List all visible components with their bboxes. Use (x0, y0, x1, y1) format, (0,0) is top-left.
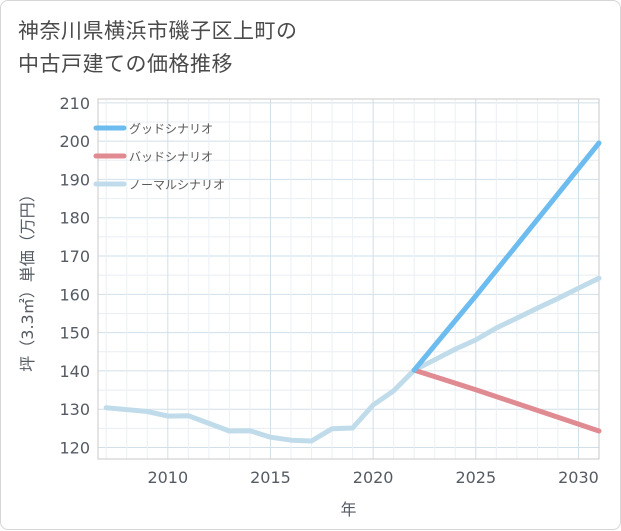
y-tick-label: 190 (59, 170, 90, 189)
chart-title: 神奈川県横浜市磯子区上町の 中古戸建ての価格推移 (18, 19, 298, 76)
x-tick-label: 2020 (353, 468, 394, 487)
x-tick-label: 2015 (250, 468, 291, 487)
y-tick-label: 130 (59, 400, 90, 419)
grid (98, 99, 600, 459)
y-tick-label: 120 (59, 439, 90, 458)
y-tick-label: 180 (59, 209, 90, 228)
x-tick-labels: 2010 2015 2020 2025 2030 (147, 468, 598, 487)
x-axis-label: 年 (340, 500, 356, 519)
good-scenario-line (411, 140, 602, 373)
y-tick-label: 170 (59, 247, 90, 266)
y-tick-label: 160 (59, 285, 90, 304)
y-tick-labels: 120 130 140 150 160 170 180 190 200 210 (59, 94, 90, 458)
y-tick-label: 210 (59, 94, 90, 113)
y-tick-label: 150 (59, 324, 90, 343)
normal-scenario-line (103, 275, 602, 444)
y-axis-label: 坪（3.3㎡）単価（万円） (18, 186, 37, 371)
series-group (103, 140, 602, 444)
bad-scenario-line (411, 367, 602, 434)
y-tick-label: 200 (59, 132, 90, 151)
x-tick-label: 2025 (455, 468, 496, 487)
y-tick-label: 140 (59, 362, 90, 381)
legend-bad-label: バッドシナリオ (129, 150, 213, 164)
x-tick-label: 2010 (147, 468, 188, 487)
legend-normal-label: ノーマルシナリオ (129, 178, 225, 192)
x-tick-label: 2030 (558, 468, 599, 487)
legend-good-label: グッドシナリオ (129, 122, 213, 136)
